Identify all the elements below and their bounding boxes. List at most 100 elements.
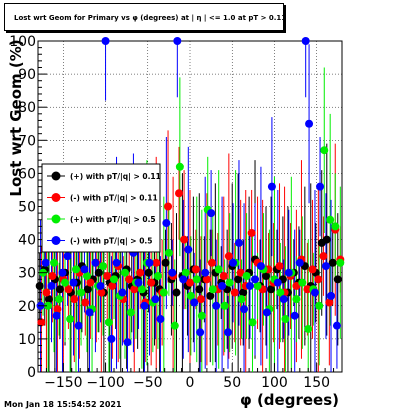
data-point [322,235,331,244]
data-point [305,119,314,128]
data-point [225,278,234,287]
data-point [55,295,64,304]
data-point [120,268,129,277]
data-point [197,311,206,320]
data-point [112,258,121,267]
data-point [207,209,216,218]
data-point [214,265,223,274]
data-point [74,321,83,330]
data-point [320,146,329,155]
data-point [179,275,188,284]
data-point [292,295,301,304]
y-tick-label: 50 [18,200,36,216]
legend-marker [51,193,61,202]
data-point [229,258,238,267]
data-point [181,268,190,277]
data-point [83,285,92,294]
data-point [219,272,228,281]
data-point [147,278,156,287]
legend-label: (+) with pT/|q| > 0.11 [70,172,161,182]
data-point [251,275,260,284]
data-point [118,288,127,297]
y-tick-label: 60 [18,166,36,182]
data-point [170,321,179,330]
data-point [202,275,211,284]
data-point [224,252,233,261]
data-point [308,265,317,274]
data-point [316,182,325,191]
data-point [55,285,64,294]
timestamp: Mon Jan 18 15:54:52 2021 [4,400,122,409]
data-point [58,268,67,277]
data-point [186,291,195,300]
data-point [276,288,285,297]
data-point [103,272,112,281]
data-point [234,238,243,247]
data-point [234,275,243,284]
points-layer [35,37,345,347]
data-point [207,258,216,267]
data-point [301,37,310,45]
data-point [310,288,319,297]
data-point [44,301,53,310]
data-point [172,288,181,297]
data-point [180,235,189,244]
data-point [80,265,89,274]
data-point [273,278,282,287]
data-point [108,281,117,290]
data-point [125,275,134,284]
data-point [123,338,132,347]
y-tick-label: 20 [18,299,36,315]
data-point [201,268,210,277]
data-point [173,37,182,45]
data-point [279,295,288,304]
chart-title: Lost wrt Geom for Primary vs φ (degrees)… [14,14,287,22]
data-point [86,278,95,287]
data-point [242,272,251,281]
data-point [61,278,70,287]
x-tick-label: 100 [261,375,288,391]
legend-marker [51,214,61,224]
data-point [295,258,304,267]
data-point [168,268,177,277]
data-point [175,162,184,171]
y-tick-label: 10 [18,332,36,348]
data-point [140,301,149,310]
data-point [99,262,108,271]
y-tick-label: 30 [18,266,36,282]
data-point [256,262,265,271]
data-point [42,288,51,297]
x-tick-label: −100 [86,375,124,391]
x-tick-label: 150 [303,375,330,391]
data-point [136,268,145,277]
data-point [208,285,217,294]
data-point [81,298,90,307]
data-point [97,288,106,297]
x-tick-label: −150 [44,375,82,391]
data-point [275,262,284,271]
data-point [292,281,301,290]
data-point [262,272,270,281]
data-point [190,298,199,307]
data-point [304,324,313,333]
data-point [321,262,330,271]
data-point [161,258,170,267]
data-point [290,311,299,320]
legend-label: (+) with pT/|q| > 0.5 [70,215,156,225]
data-point [247,228,256,237]
data-point [319,252,328,261]
x-tick-label: 0 [186,375,195,391]
x-tick-label: −50 [133,375,163,391]
data-point [267,182,276,191]
data-point [47,281,56,290]
data-point [333,275,342,284]
legend: (+) with pT/|q| > 0.11 (-) with pT/|q| > … [41,163,161,253]
data-point [196,328,205,337]
data-point [195,285,204,294]
data-point [144,268,153,277]
data-point [212,301,221,310]
data-point [53,305,62,314]
data-point [50,258,59,267]
title-box: Lost wrt Geom for Primary vs φ (degrees)… [4,3,287,31]
